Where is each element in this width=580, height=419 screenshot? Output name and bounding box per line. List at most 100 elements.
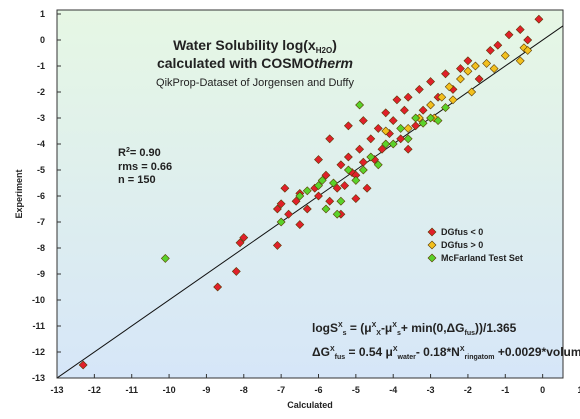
point <box>433 116 443 126</box>
point <box>381 108 391 118</box>
point <box>355 100 365 110</box>
point <box>291 196 301 206</box>
x-tick-label: 1 <box>577 385 580 395</box>
point <box>355 144 365 154</box>
point <box>418 105 428 115</box>
point <box>340 181 350 191</box>
x-tick-label: -4 <box>389 385 397 395</box>
point <box>314 191 323 201</box>
point <box>329 178 338 188</box>
point <box>523 35 533 45</box>
x-tick-label: -2 <box>464 385 472 395</box>
point <box>239 233 249 243</box>
point <box>482 58 492 68</box>
point <box>343 121 353 131</box>
y-tick-label: -2 <box>37 87 45 97</box>
point <box>470 61 480 71</box>
chart-title: Water Solubility log(xH2O) <box>173 37 337 55</box>
x-tick-label: -8 <box>240 385 248 395</box>
point <box>523 45 533 55</box>
legend-marker <box>427 253 437 263</box>
plot-area <box>56 9 564 379</box>
y-tick-label: -8 <box>37 243 45 253</box>
point <box>426 77 435 87</box>
point <box>325 134 335 144</box>
point <box>515 56 525 66</box>
point <box>336 160 346 170</box>
point <box>373 160 383 170</box>
point <box>231 266 241 276</box>
point <box>78 360 88 370</box>
point <box>399 105 409 115</box>
point <box>467 87 477 97</box>
legend-label: McFarland Test Set <box>441 253 523 263</box>
point <box>463 66 473 76</box>
point <box>444 82 454 92</box>
y-tick-label: -12 <box>32 347 45 357</box>
y-tick-label: -10 <box>32 295 45 305</box>
point <box>272 204 282 214</box>
x-tick-label: -12 <box>88 385 101 395</box>
point <box>437 92 447 102</box>
stat-rms: rms = 0.66 <box>118 161 172 173</box>
x-tick-label: -3 <box>427 385 435 395</box>
point <box>366 152 376 162</box>
y-axis-label: Experiment <box>14 169 24 218</box>
point <box>515 25 525 35</box>
legend-marker <box>427 240 437 250</box>
x-tick-label: -10 <box>163 385 176 395</box>
chart-title-line2: calculated with COSMOtherm <box>157 55 353 71</box>
point <box>362 183 372 193</box>
point <box>504 30 514 40</box>
x-tick-label: -9 <box>202 385 210 395</box>
x-axis-label: Calculated <box>287 400 333 410</box>
y-tick-label: -13 <box>32 373 45 383</box>
point <box>314 155 323 165</box>
point <box>534 14 544 24</box>
point <box>358 116 368 126</box>
equation-1: logSXs = (μXX-μXs+ min(0,ΔGfus))/1.365 <box>312 321 517 337</box>
point <box>426 100 435 110</box>
point <box>441 69 450 79</box>
y-tick-label: -9 <box>37 269 45 279</box>
point <box>321 170 331 180</box>
point <box>485 45 495 55</box>
x-tick-label: -6 <box>314 385 322 395</box>
x-tick-label: -7 <box>277 385 285 395</box>
point <box>403 123 413 133</box>
point <box>160 253 170 263</box>
point <box>426 113 435 123</box>
point <box>284 209 294 219</box>
subtitle: QikProp-Dataset of Jorgensen and Duffy <box>156 77 354 89</box>
point <box>272 240 282 250</box>
equation-2: ΔGXfus = 0.54 μXwater- 0.18*NXringatom +… <box>312 345 580 361</box>
point <box>321 204 331 214</box>
point <box>500 51 510 61</box>
y-tick-label: -5 <box>37 165 45 175</box>
point <box>325 196 335 206</box>
point <box>396 134 406 144</box>
point <box>381 126 391 136</box>
point <box>280 183 290 193</box>
point <box>388 139 398 149</box>
point <box>441 103 450 113</box>
point <box>377 144 387 154</box>
point <box>343 165 353 175</box>
point <box>276 217 286 227</box>
x-tick-label: -5 <box>352 385 360 395</box>
y-tick-label: 1 <box>40 9 45 19</box>
point <box>235 238 245 248</box>
point <box>414 84 424 94</box>
point <box>295 191 305 201</box>
legend-marker <box>427 227 437 237</box>
y-tick-label: -1 <box>37 61 45 71</box>
point <box>302 204 312 214</box>
point <box>381 139 391 149</box>
point <box>351 194 361 204</box>
point <box>336 196 346 206</box>
point <box>403 134 413 144</box>
point <box>358 165 368 175</box>
legend-label: DGfus < 0 <box>441 227 483 237</box>
point <box>448 95 458 105</box>
